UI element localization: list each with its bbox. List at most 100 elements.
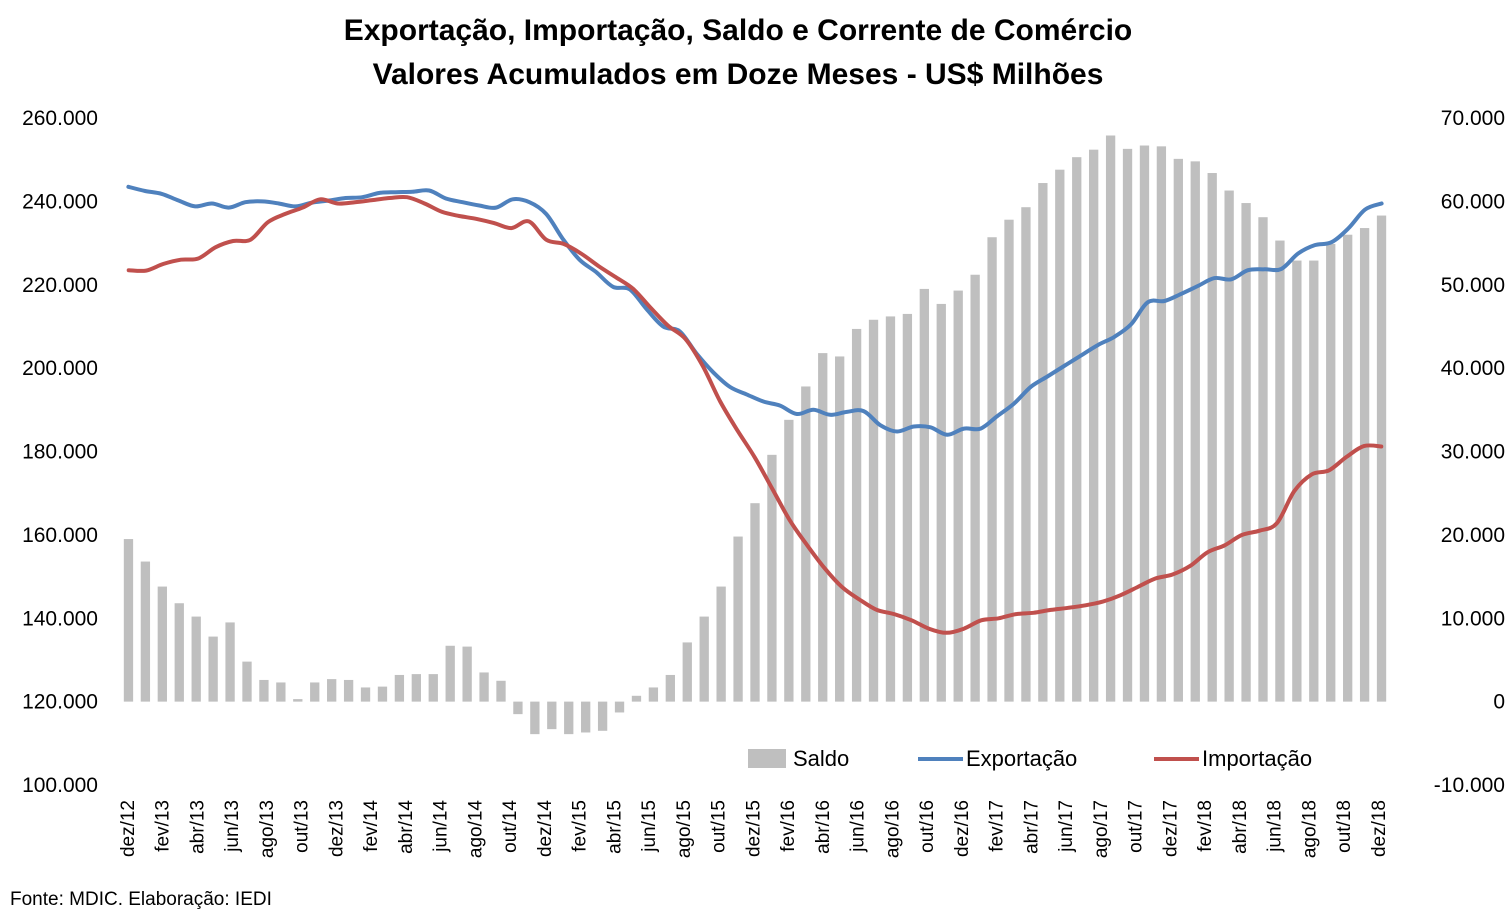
saldo-bar <box>496 680 506 702</box>
x-tick-label: ago/14 <box>465 800 486 859</box>
x-tick-label: ago/18 <box>1299 800 1320 858</box>
source-note: Fonte: MDIC. Elaboração: IEDI <box>10 889 272 910</box>
y-left-tick-label: 200.000 <box>22 357 98 380</box>
y-left-tick-label: 220.000 <box>22 274 98 297</box>
x-tick-label: jun/14 <box>431 800 452 853</box>
saldo-bar <box>174 603 184 702</box>
y-left-tick-label: 140.000 <box>22 607 98 630</box>
x-tick-label: fev/18 <box>1195 800 1216 852</box>
saldo-bar <box>733 536 743 702</box>
saldo-bar <box>902 313 913 702</box>
saldo-bar <box>581 701 591 733</box>
saldo-bar <box>851 328 862 702</box>
saldo-bar <box>597 701 608 731</box>
saldo-bar <box>1326 243 1336 702</box>
saldo-bar <box>614 701 625 713</box>
chart-title: Exportação, Importação, Saldo e Corrente… <box>344 14 1133 47</box>
x-tick-label: dez/12 <box>118 800 139 857</box>
saldo-bar <box>818 353 828 702</box>
saldo-bar <box>242 661 252 702</box>
saldo-bar <box>1173 158 1183 702</box>
saldo-bar <box>987 237 997 702</box>
x-tick-label: jun/13 <box>222 800 243 853</box>
x-tick-label: dez/15 <box>743 800 764 857</box>
saldo-bar <box>665 674 675 702</box>
saldo-bar <box>259 679 269 702</box>
chart-subtitle: Valores Acumulados em Doze Meses - US$ M… <box>373 58 1104 91</box>
saldo-bar <box>1089 149 1099 702</box>
y-right-tick-label: 50.000 <box>1441 274 1505 297</box>
saldo-bar <box>564 701 574 735</box>
y-right-tick-label: 10.000 <box>1441 607 1505 630</box>
saldo-bar <box>293 699 303 702</box>
saldo-bar <box>1343 234 1353 702</box>
saldo-bar <box>1258 217 1268 702</box>
saldo-bar <box>970 274 980 702</box>
legend-swatch-saldo <box>748 749 786 768</box>
y-left-tick-label: 240.000 <box>22 190 98 213</box>
saldo-bar <box>868 319 879 702</box>
saldo-bars <box>123 135 1387 735</box>
saldo-bar <box>750 503 760 702</box>
y-left-tick-label: 260.000 <box>22 107 98 130</box>
x-tick-label: dez/14 <box>535 800 556 857</box>
x-tick-label: abr/15 <box>604 800 625 854</box>
x-tick-label: out/17 <box>1126 800 1147 853</box>
saldo-bar <box>682 642 692 702</box>
y-right-tick-label: 40.000 <box>1441 357 1505 380</box>
saldo-bar <box>1021 207 1031 702</box>
x-tick-label: fev/16 <box>778 800 799 852</box>
y-right-tick-label: 60.000 <box>1441 190 1505 213</box>
saldo-bar <box>123 539 134 702</box>
x-tick-label: fev/13 <box>153 800 174 852</box>
y-right-tick-label: 0 <box>1493 691 1505 714</box>
x-tick-label: abr/13 <box>187 800 208 854</box>
saldo-bar <box>1190 161 1200 702</box>
x-tick-label: ago/13 <box>257 800 278 858</box>
x-tick-label: out/18 <box>1334 800 1355 853</box>
saldo-bar <box>885 316 896 702</box>
y-left-tick-label: 180.000 <box>22 441 98 464</box>
saldo-bar <box>835 356 845 702</box>
saldo-bar <box>1275 240 1285 702</box>
x-tick-label: out/16 <box>917 800 938 853</box>
saldo-bar <box>445 645 455 702</box>
x-tick-label: ago/16 <box>882 800 903 858</box>
x-tick-label: out/13 <box>292 800 313 853</box>
saldo-bar <box>1207 173 1217 702</box>
x-axis: dez/12 fev/13 abr/13 jun/13 ago/13 out/13 dez/… <box>118 800 1390 859</box>
saldo-bar <box>377 686 388 702</box>
saldo-bar <box>411 674 421 702</box>
saldo-bar <box>394 674 405 702</box>
saldo-bar <box>276 682 286 702</box>
saldo-bar <box>462 646 472 702</box>
saldo-bar <box>140 561 151 702</box>
y-right-tick-label: 20.000 <box>1441 524 1505 547</box>
saldo-bar <box>208 636 218 702</box>
x-tick-label: jun/15 <box>639 800 660 853</box>
y-axis-left: 100.000 120.000 140.000 160.000 180.000 200.0… <box>22 107 98 797</box>
saldo-bar <box>1309 260 1319 702</box>
x-tick-label: fev/17 <box>987 800 1008 852</box>
x-tick-label: abr/14 <box>396 800 417 854</box>
x-tick-label: out/15 <box>709 800 730 853</box>
x-tick-label: fev/15 <box>570 800 591 852</box>
saldo-bar <box>1038 183 1048 702</box>
saldo-bar <box>310 682 320 702</box>
saldo-bar <box>157 586 167 702</box>
saldo-bar <box>953 290 963 702</box>
saldo-bar <box>513 701 523 715</box>
saldo-bar <box>343 679 354 702</box>
saldo-bar <box>428 674 438 702</box>
x-tick-label: abr/18 <box>1230 800 1251 854</box>
saldo-bar <box>1139 145 1150 702</box>
saldo-bar <box>1156 146 1167 702</box>
saldo-bar <box>225 622 235 702</box>
legend-label-exportacao: Exportação <box>966 746 1077 771</box>
x-tick-label: dez/13 <box>326 800 347 857</box>
saldo-bar <box>1122 148 1133 702</box>
saldo-bar <box>1004 219 1014 702</box>
saldo-bar <box>631 695 642 702</box>
saldo-bar <box>767 454 777 702</box>
saldo-bar <box>1359 228 1370 702</box>
